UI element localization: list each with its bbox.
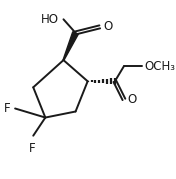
Text: HO: HO <box>41 13 59 26</box>
Text: O: O <box>128 93 137 106</box>
Text: F: F <box>29 142 35 155</box>
Text: F: F <box>4 102 11 115</box>
Polygon shape <box>63 32 78 60</box>
Text: OCH₃: OCH₃ <box>144 60 175 73</box>
Text: O: O <box>103 20 113 33</box>
